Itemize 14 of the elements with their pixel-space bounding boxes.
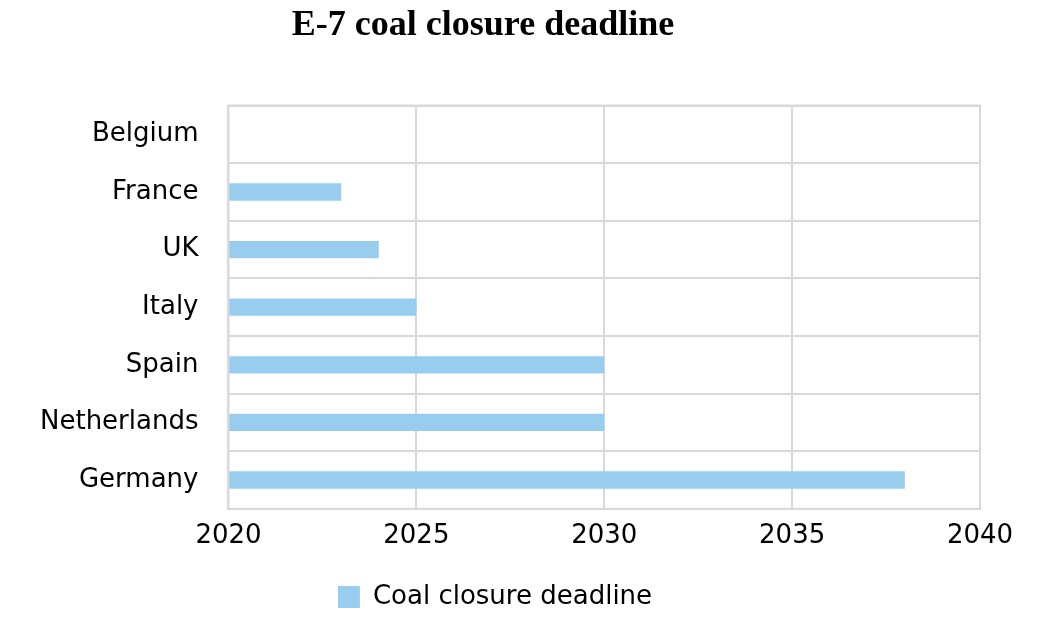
x-tick-label: 2025 (383, 519, 450, 550)
x-tick-label: 2020 (195, 519, 262, 550)
y-tick-label: Belgium (91, 117, 199, 148)
y-tick-label: UK (162, 232, 200, 263)
y-tick-label: Netherlands (39, 405, 199, 436)
x-tick-label: 2035 (759, 519, 826, 550)
y-tick-label: Spain (125, 347, 199, 378)
y-tick-label: Italy (142, 289, 199, 320)
chart-title: E-7 coal closure deadline (290, 2, 676, 44)
y-tick-label: France (112, 174, 199, 205)
y-tick-label: Germany (78, 462, 199, 493)
x-tick-label: 2030 (571, 519, 638, 550)
x-tick-label: 2040 (946, 519, 1014, 550)
legend-label: Coal closure deadline (372, 579, 653, 610)
